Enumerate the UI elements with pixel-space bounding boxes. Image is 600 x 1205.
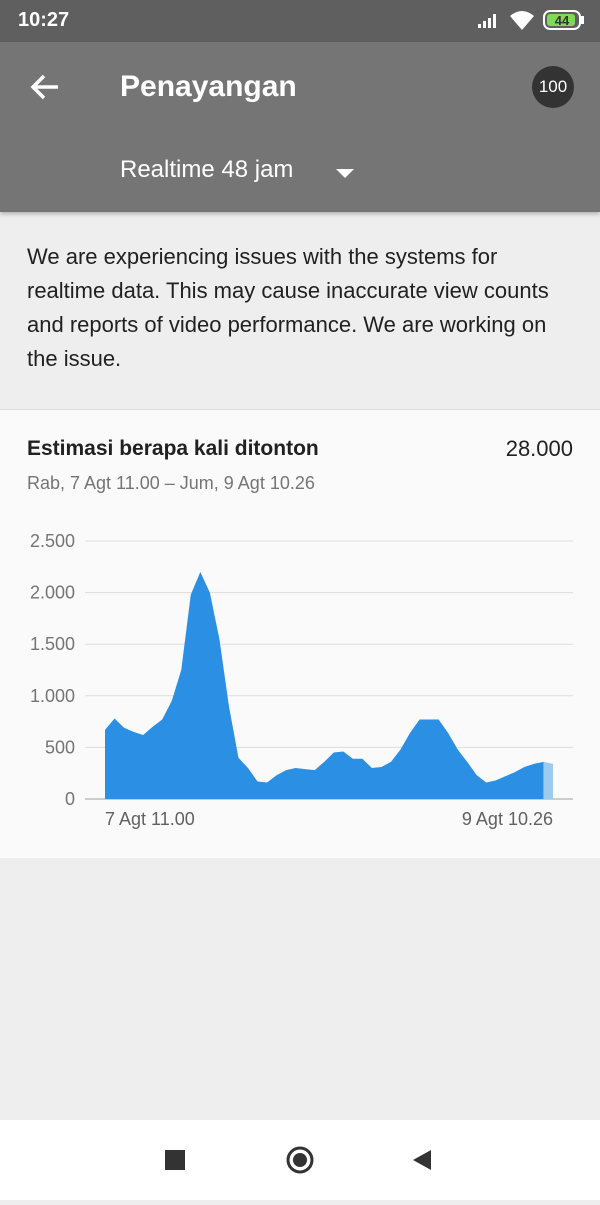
chart: 0 500 1.000 1.500 2.000 2.500 7 Agt 11.00 9 Agt…: [30, 531, 573, 829]
page-title: Penayangan: [120, 70, 297, 103]
date-range: Rab, 7 Agt 11.00 – Jum, 9 Agt 10.26: [27, 473, 315, 493]
clock: 10:27: [18, 9, 70, 31]
x-tick-label: 7 Agt 11.00: [105, 809, 195, 829]
recents-button[interactable]: [165, 1150, 185, 1170]
x-tick-label: 9 Agt 10.26: [462, 809, 553, 829]
y-tick-label: 1.000: [30, 686, 75, 706]
battery-level: 44: [555, 13, 570, 28]
period-dropdown[interactable]: Realtime 48 jam: [120, 156, 294, 183]
dropdown-arrow[interactable]: [334, 166, 356, 180]
nav-buttons: [165, 1146, 431, 1174]
badge[interactable]: 100: [532, 66, 574, 108]
y-tick-label: 2.000: [30, 583, 75, 603]
y-tick-label: 0: [65, 789, 75, 809]
status-icons: 44: [478, 10, 584, 30]
home-dot[interactable]: [293, 1153, 307, 1167]
status-bar: 10:27 44: [0, 0, 600, 42]
card-title: Estimasi berapa kali ditonton: [27, 437, 319, 460]
back-button[interactable]: [28, 70, 64, 106]
y-tick-label: 500: [45, 737, 75, 757]
app-bar: Penayangan 100 Realtime 48 jam: [0, 42, 600, 212]
area: [105, 571, 544, 799]
y-tick-label: 1.500: [30, 634, 75, 654]
back-nav-button[interactable]: [413, 1150, 431, 1170]
total-views: 28.000: [505, 436, 573, 461]
partial-area: [543, 761, 553, 799]
nav-bar: [0, 1120, 600, 1200]
y-tick-label: 2.500: [30, 531, 75, 551]
home-button[interactable]: [286, 1146, 314, 1174]
notice-text: We are experiencing issues with the syst…: [27, 244, 549, 371]
